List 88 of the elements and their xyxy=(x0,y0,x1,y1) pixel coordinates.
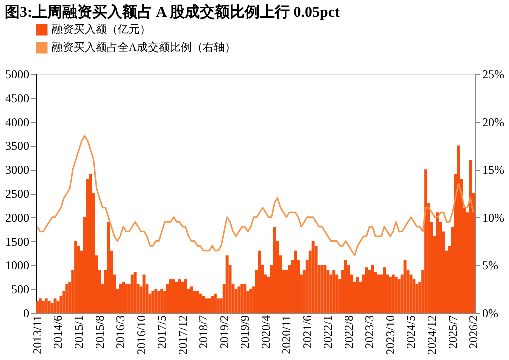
chart-title: 图3:上周融资买入额占 A 股成交额比例上行 0.05pct xyxy=(5,3,340,21)
y-tick-label: 5000 xyxy=(6,68,30,82)
y-tick-label: 2000 xyxy=(6,210,30,225)
x-tick-label: 2020/4 xyxy=(258,316,273,349)
x-tick-label: 2019/2 xyxy=(217,316,232,349)
bar xyxy=(356,277,360,313)
x-tick-label: 2024/12 xyxy=(424,316,439,355)
y-tick-label: 1000 xyxy=(6,258,30,273)
bar xyxy=(89,174,92,313)
bar xyxy=(160,289,164,313)
bar xyxy=(130,274,134,313)
bar xyxy=(154,289,158,313)
x-tick-label: 2026/2 xyxy=(466,316,481,349)
bar xyxy=(324,265,327,313)
bar xyxy=(371,265,374,313)
bar xyxy=(36,301,39,313)
bar xyxy=(392,274,395,313)
x-tick-label: 2015/8 xyxy=(92,316,107,349)
x-tick-label: 2016/10 xyxy=(134,316,148,355)
bar xyxy=(424,170,428,313)
y2-tick-label: 20% xyxy=(482,115,504,130)
bar xyxy=(244,284,247,313)
bar xyxy=(66,284,69,313)
bar xyxy=(258,250,262,313)
x-tick-label: 2024/5 xyxy=(404,316,418,349)
bar xyxy=(38,298,42,313)
bar xyxy=(74,241,78,313)
y2-tick-label: 15% xyxy=(482,163,504,178)
y-tick-label: 0 xyxy=(24,306,30,320)
y-tick-label: 4500 xyxy=(6,91,30,106)
bar xyxy=(226,256,229,313)
x-tick-label: 2017/12 xyxy=(176,316,190,355)
x-tick-label: 2018/7 xyxy=(196,316,211,349)
x-tick-label: 2016/3 xyxy=(114,316,128,349)
bar xyxy=(404,260,407,313)
x-tick-label: 2025/7 xyxy=(446,316,460,349)
bar xyxy=(377,274,380,313)
bar xyxy=(457,146,460,313)
bar xyxy=(54,298,57,313)
bar xyxy=(238,286,241,313)
bar xyxy=(240,284,244,313)
bar xyxy=(42,301,45,313)
y-tick-label: 3000 xyxy=(6,163,30,178)
bar xyxy=(134,272,137,313)
x-tick-label: 2023/3 xyxy=(362,316,377,349)
x-tick-label: 2022/1 xyxy=(321,316,336,349)
legend-label: 融资买入额占全A成交额比例（右轴） xyxy=(52,41,236,54)
bar xyxy=(184,280,188,313)
x-tick-label: 2022/8 xyxy=(342,316,356,349)
bar xyxy=(172,280,176,313)
bar xyxy=(158,291,161,313)
x-tick-label: 2013/11 xyxy=(30,316,44,354)
bar xyxy=(469,160,472,313)
y-tick-label: 4000 xyxy=(6,115,30,130)
bar xyxy=(199,294,202,313)
x-tick-label: 2020/11 xyxy=(280,316,294,354)
x-tick-label: 2017/5 xyxy=(155,316,170,349)
bar xyxy=(332,270,336,313)
x-tick-label: 2015/1 xyxy=(72,316,86,349)
bar xyxy=(196,291,200,313)
bar xyxy=(273,226,276,313)
bar xyxy=(190,286,194,313)
y2-tick-label: 0% xyxy=(482,306,498,320)
y-tick-label: 3500 xyxy=(6,139,30,154)
y2-tick-label: 10% xyxy=(482,210,504,225)
x-tick-label: 2019/9 xyxy=(238,316,252,349)
x-tick-label: 2014/6 xyxy=(51,316,66,349)
bar xyxy=(107,222,110,313)
bar xyxy=(394,277,398,313)
bar xyxy=(181,282,184,313)
y-tick-label: 2500 xyxy=(6,187,30,201)
y-tick-label: 500 xyxy=(12,282,30,297)
bar xyxy=(48,301,51,313)
bar xyxy=(436,212,440,313)
bar xyxy=(44,298,48,313)
x-tick-label: 2023/10 xyxy=(383,316,398,355)
line-series xyxy=(36,135,474,256)
y2-tick-label: 5% xyxy=(482,258,498,273)
y-tick-label: 1500 xyxy=(6,234,30,249)
legend-label: 融资买入额（亿元） xyxy=(52,23,151,36)
bar xyxy=(142,274,146,313)
bar xyxy=(175,282,178,313)
bar xyxy=(152,291,155,313)
x-tick-label: 2021/6 xyxy=(300,316,314,349)
bar xyxy=(178,280,182,313)
bar xyxy=(312,241,315,313)
y2-tick-label: 25% xyxy=(482,68,504,82)
bar xyxy=(202,296,206,313)
